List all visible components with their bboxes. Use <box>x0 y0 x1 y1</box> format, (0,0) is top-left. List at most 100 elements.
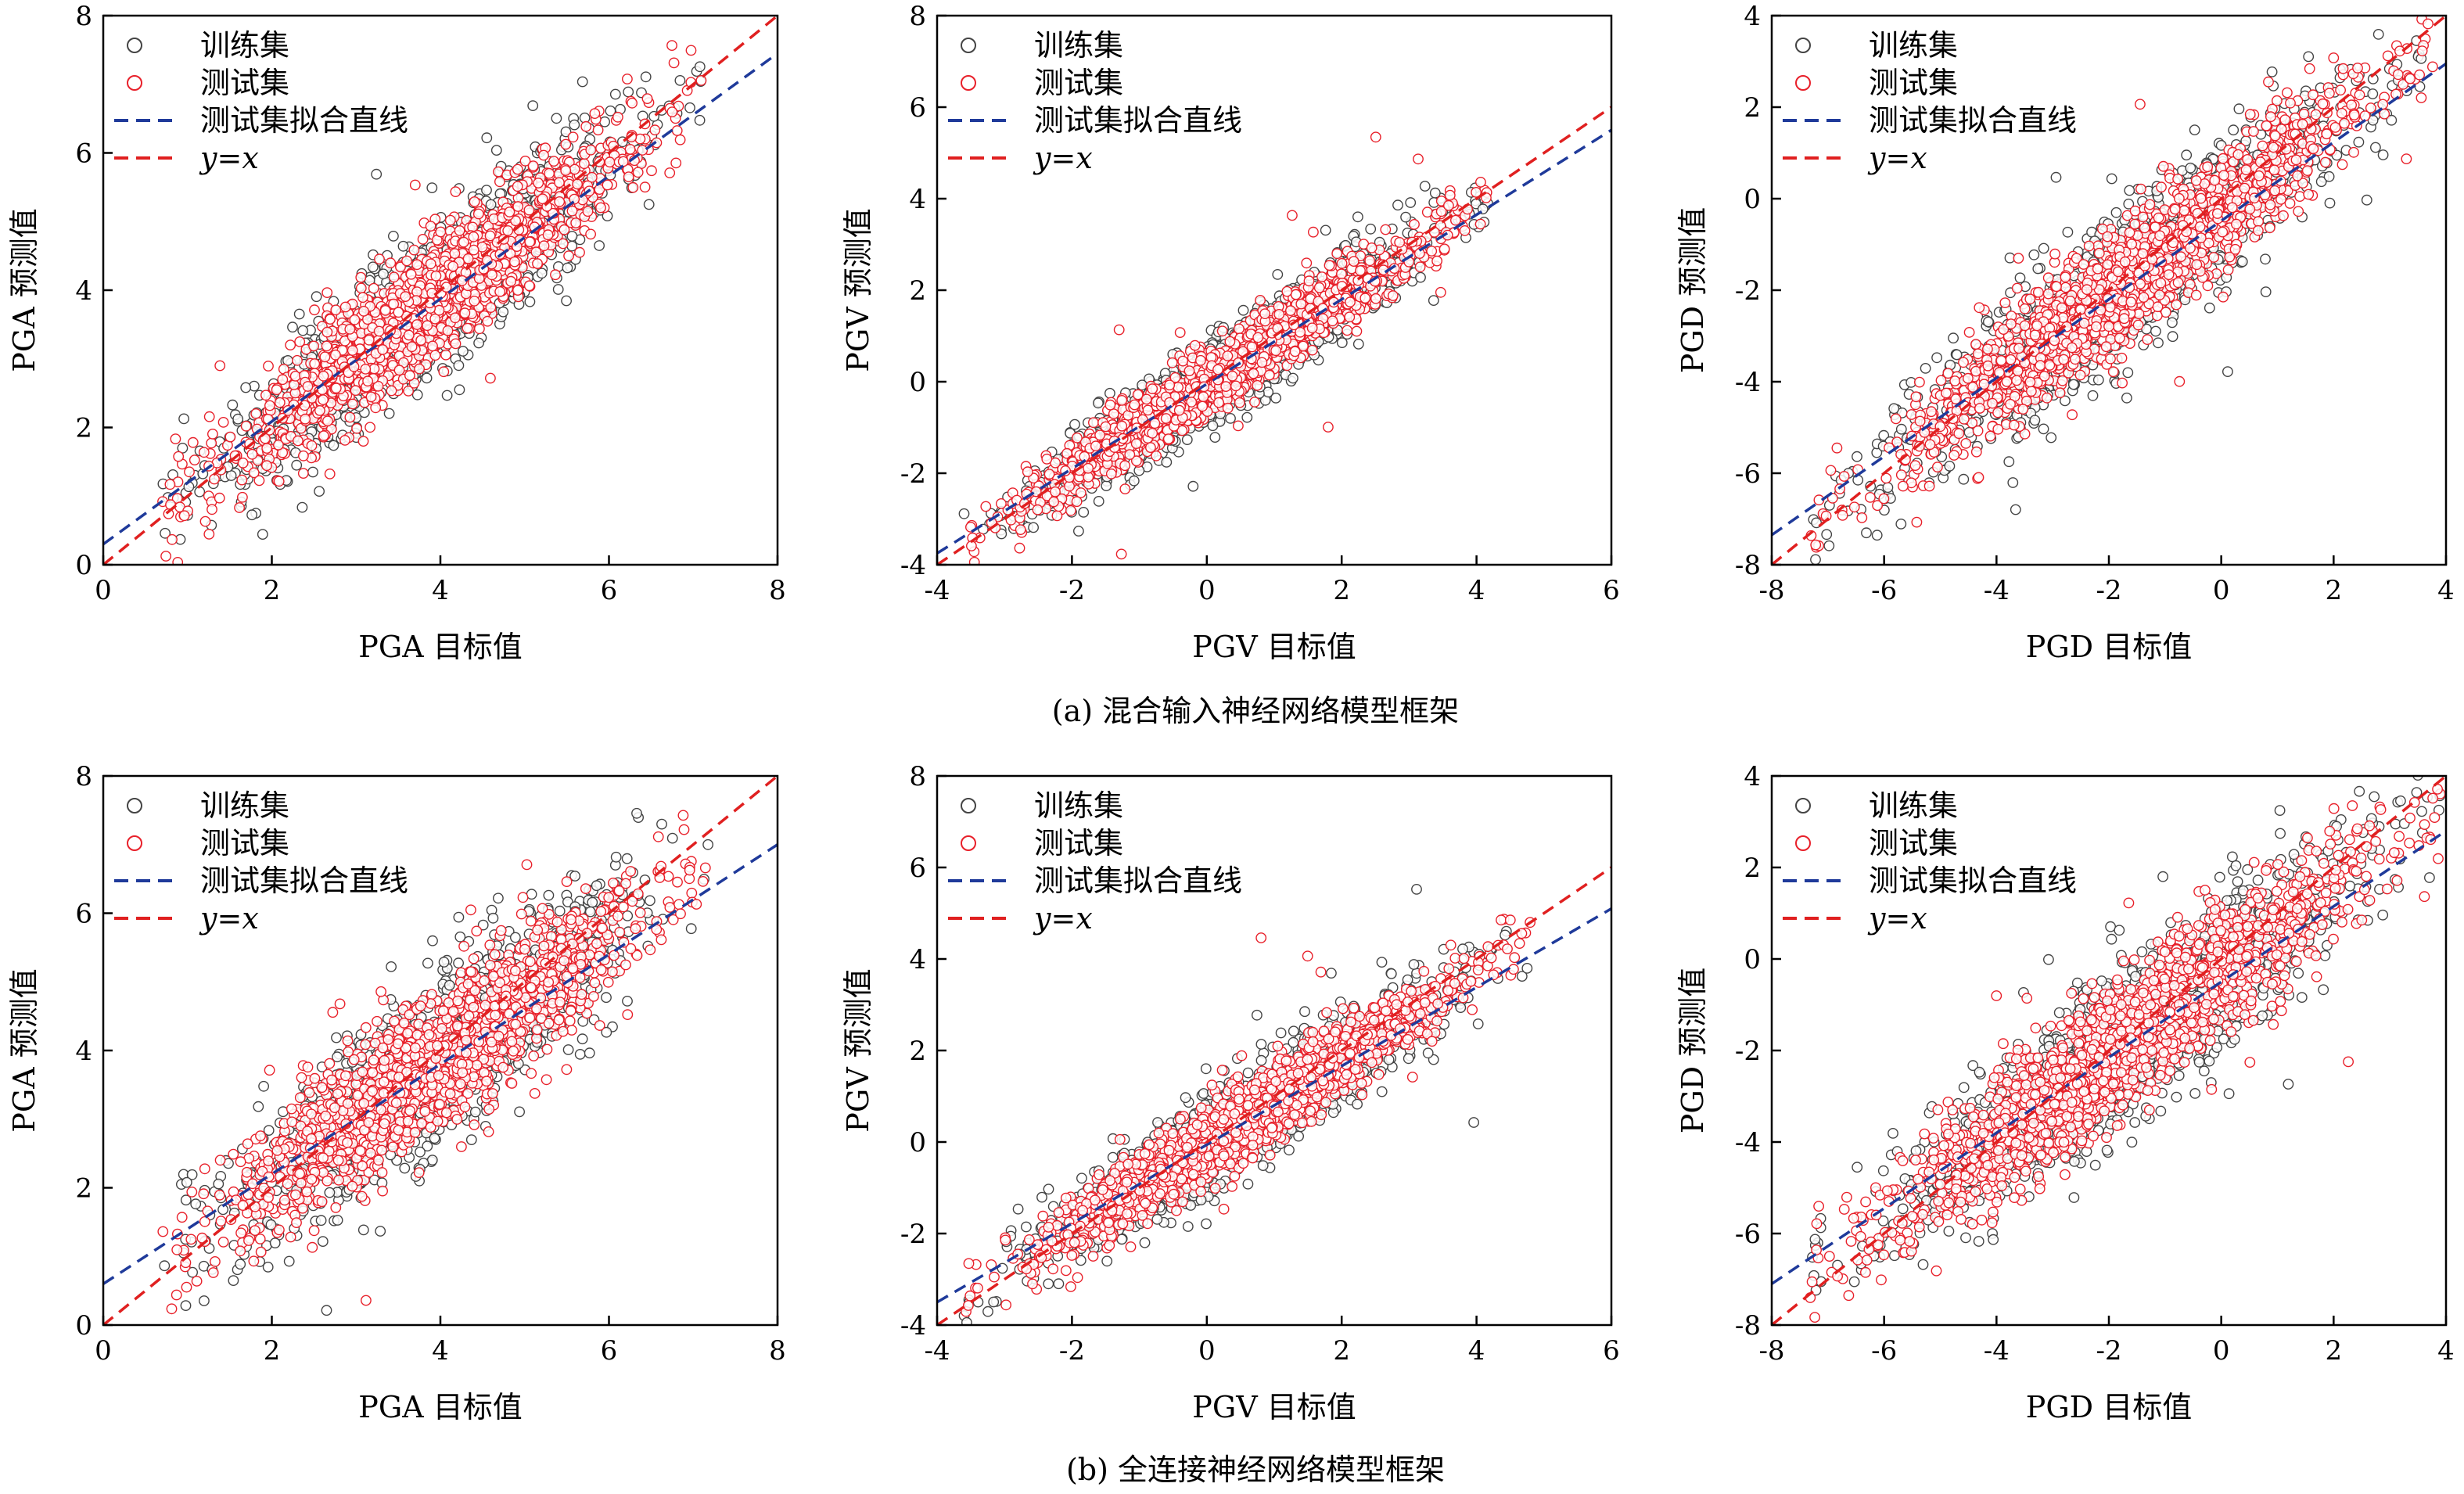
test-point <box>442 325 454 336</box>
test-point <box>527 160 539 172</box>
test-point <box>214 492 225 504</box>
train-point <box>314 486 325 497</box>
test-point <box>224 431 236 443</box>
train-point <box>609 88 621 100</box>
test-point <box>302 381 314 392</box>
test-point <box>393 307 404 318</box>
test-point <box>425 221 436 232</box>
test-point <box>385 257 397 269</box>
test-point <box>170 433 181 444</box>
test-point <box>263 361 274 372</box>
test-point <box>468 244 480 256</box>
x-axis-label: PGA 目标值 <box>358 630 522 664</box>
test-point <box>512 201 524 212</box>
test-point <box>469 196 480 207</box>
test-point <box>559 224 570 235</box>
train-point <box>481 132 493 144</box>
test-point <box>406 341 418 353</box>
train-point <box>1078 507 1090 518</box>
reference-lines <box>103 16 778 565</box>
fit-line <box>103 52 778 546</box>
scatter-points <box>958 131 1493 565</box>
legend-test-marker <box>127 75 142 91</box>
train-point <box>453 360 465 372</box>
test-point <box>569 163 580 175</box>
test-point <box>318 394 329 405</box>
y-tick-label: 2 <box>75 413 92 444</box>
train-point <box>178 413 190 425</box>
test-point <box>294 336 306 347</box>
train-point <box>296 501 308 513</box>
test-point <box>203 529 215 540</box>
caption-b: (b) 全连接神经网络模型框架 <box>1066 1453 1445 1487</box>
test-point <box>250 408 262 419</box>
test-point <box>560 165 572 176</box>
test-point <box>533 178 544 189</box>
train-point <box>643 199 655 210</box>
test-point <box>567 131 579 143</box>
train-point <box>1069 418 1080 430</box>
test-point <box>321 287 333 298</box>
test-point <box>207 429 218 440</box>
train-point <box>378 268 389 280</box>
test-point <box>530 246 542 258</box>
legend-train-label: 训练集 <box>200 28 289 63</box>
test-point <box>462 253 474 264</box>
train-point <box>1161 457 1173 468</box>
test-point <box>178 510 190 522</box>
train-point <box>1225 413 1236 424</box>
test-point <box>627 181 639 193</box>
train-point <box>1128 475 1140 487</box>
test-point <box>163 508 174 519</box>
test-point <box>347 345 358 356</box>
train-point <box>458 346 469 357</box>
train-point <box>1272 268 1284 280</box>
x-tick-label: 8 <box>769 575 786 606</box>
test-point <box>550 269 561 281</box>
test-point <box>485 302 497 313</box>
test-point <box>585 144 597 156</box>
test-point <box>508 256 520 268</box>
test-point <box>637 145 648 156</box>
test-point <box>386 385 397 397</box>
test-point <box>189 454 200 465</box>
test-point <box>623 171 634 183</box>
test-point <box>494 286 506 297</box>
test-point <box>422 320 433 332</box>
train-point <box>397 240 409 252</box>
train-point <box>383 408 395 419</box>
test-point <box>329 349 341 361</box>
test-point <box>184 466 195 478</box>
test-point <box>373 325 385 337</box>
test-point <box>627 97 638 109</box>
test-point <box>308 340 319 352</box>
test-point <box>542 229 554 241</box>
test-point <box>592 124 604 136</box>
test-point <box>435 226 447 238</box>
test-point <box>318 370 329 382</box>
train-point <box>1288 372 1298 384</box>
train-point <box>561 295 572 307</box>
test-point <box>641 93 653 105</box>
test-point <box>297 468 309 479</box>
test-point <box>1474 218 1486 230</box>
test-point <box>695 75 707 86</box>
test-point <box>377 344 389 355</box>
test-point <box>1323 422 1334 433</box>
test-point <box>206 437 217 449</box>
test-point <box>214 360 226 372</box>
train-point <box>536 268 548 279</box>
test-point <box>285 339 296 350</box>
train-point <box>958 508 970 519</box>
test-point <box>664 167 676 178</box>
test-point <box>469 295 480 307</box>
test-point <box>400 291 411 302</box>
train-point <box>694 114 706 126</box>
test-point <box>589 108 601 120</box>
test-point <box>351 422 362 434</box>
train-point <box>426 182 438 194</box>
test-point <box>449 248 461 259</box>
